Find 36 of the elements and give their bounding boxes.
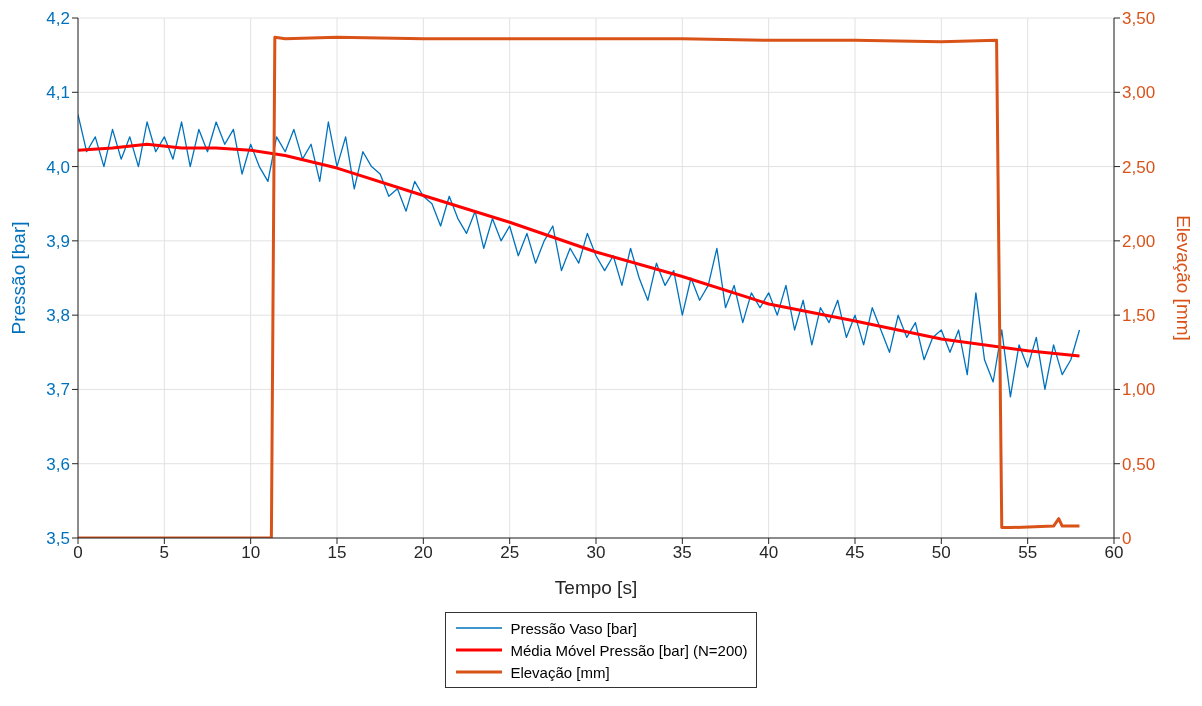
y-tick-label: 3,8 [46, 306, 70, 326]
legend-label: Elevação [mm] [510, 663, 610, 681]
y2-tick-label: 1,50 [1122, 306, 1156, 326]
x-tick-label: 60 [1104, 543, 1124, 563]
y-tick-label: 3,5 [46, 529, 70, 549]
y2-tick-label: 3,50 [1122, 9, 1156, 29]
x-tick-label: 30 [586, 543, 606, 563]
y-tick-label: 3,6 [46, 454, 70, 474]
x-tick-label: 15 [327, 543, 347, 563]
y-tick-label: 3,7 [46, 380, 70, 400]
y2-tick-label: 0,50 [1122, 454, 1156, 474]
y2-tick-label: 1,00 [1122, 380, 1156, 400]
x-tick-label: 50 [931, 543, 951, 563]
y2-tick-label: 2,50 [1122, 157, 1156, 177]
y-tick-label: 4,0 [46, 157, 70, 177]
x-axis-title: Tempo [s] [554, 577, 638, 598]
y-tick-label: 3,9 [46, 231, 70, 251]
x-tick-label: 10 [241, 543, 261, 563]
x-tick-label: 25 [500, 543, 520, 563]
x-tick-label: 55 [1018, 543, 1038, 563]
y2-tick-label: 0 [1122, 529, 1132, 549]
legend-label: Pressão Vaso [bar] [510, 619, 637, 637]
x-tick-label: 5 [159, 543, 170, 563]
y-axis-title: Pressão [bar] [7, 221, 29, 335]
y2-tick-label: 3,00 [1122, 83, 1156, 103]
x-tick-label: 0 [73, 543, 83, 563]
y2-tick-label: 2,00 [1122, 231, 1156, 251]
x-tick-label: 40 [759, 543, 779, 563]
line-series [78, 142, 1081, 358]
y-tick-label: 4,2 [46, 9, 70, 29]
x-tick-label: 35 [672, 543, 692, 563]
x-tick-label: 45 [845, 543, 865, 563]
legend-label: Média Móvel Pressão [bar] (N=200) [510, 641, 748, 659]
x-tick-label: 20 [413, 543, 433, 563]
y2-axis-title: Elevação [mm] [1173, 215, 1195, 341]
y-tick-label: 4,1 [46, 83, 70, 103]
